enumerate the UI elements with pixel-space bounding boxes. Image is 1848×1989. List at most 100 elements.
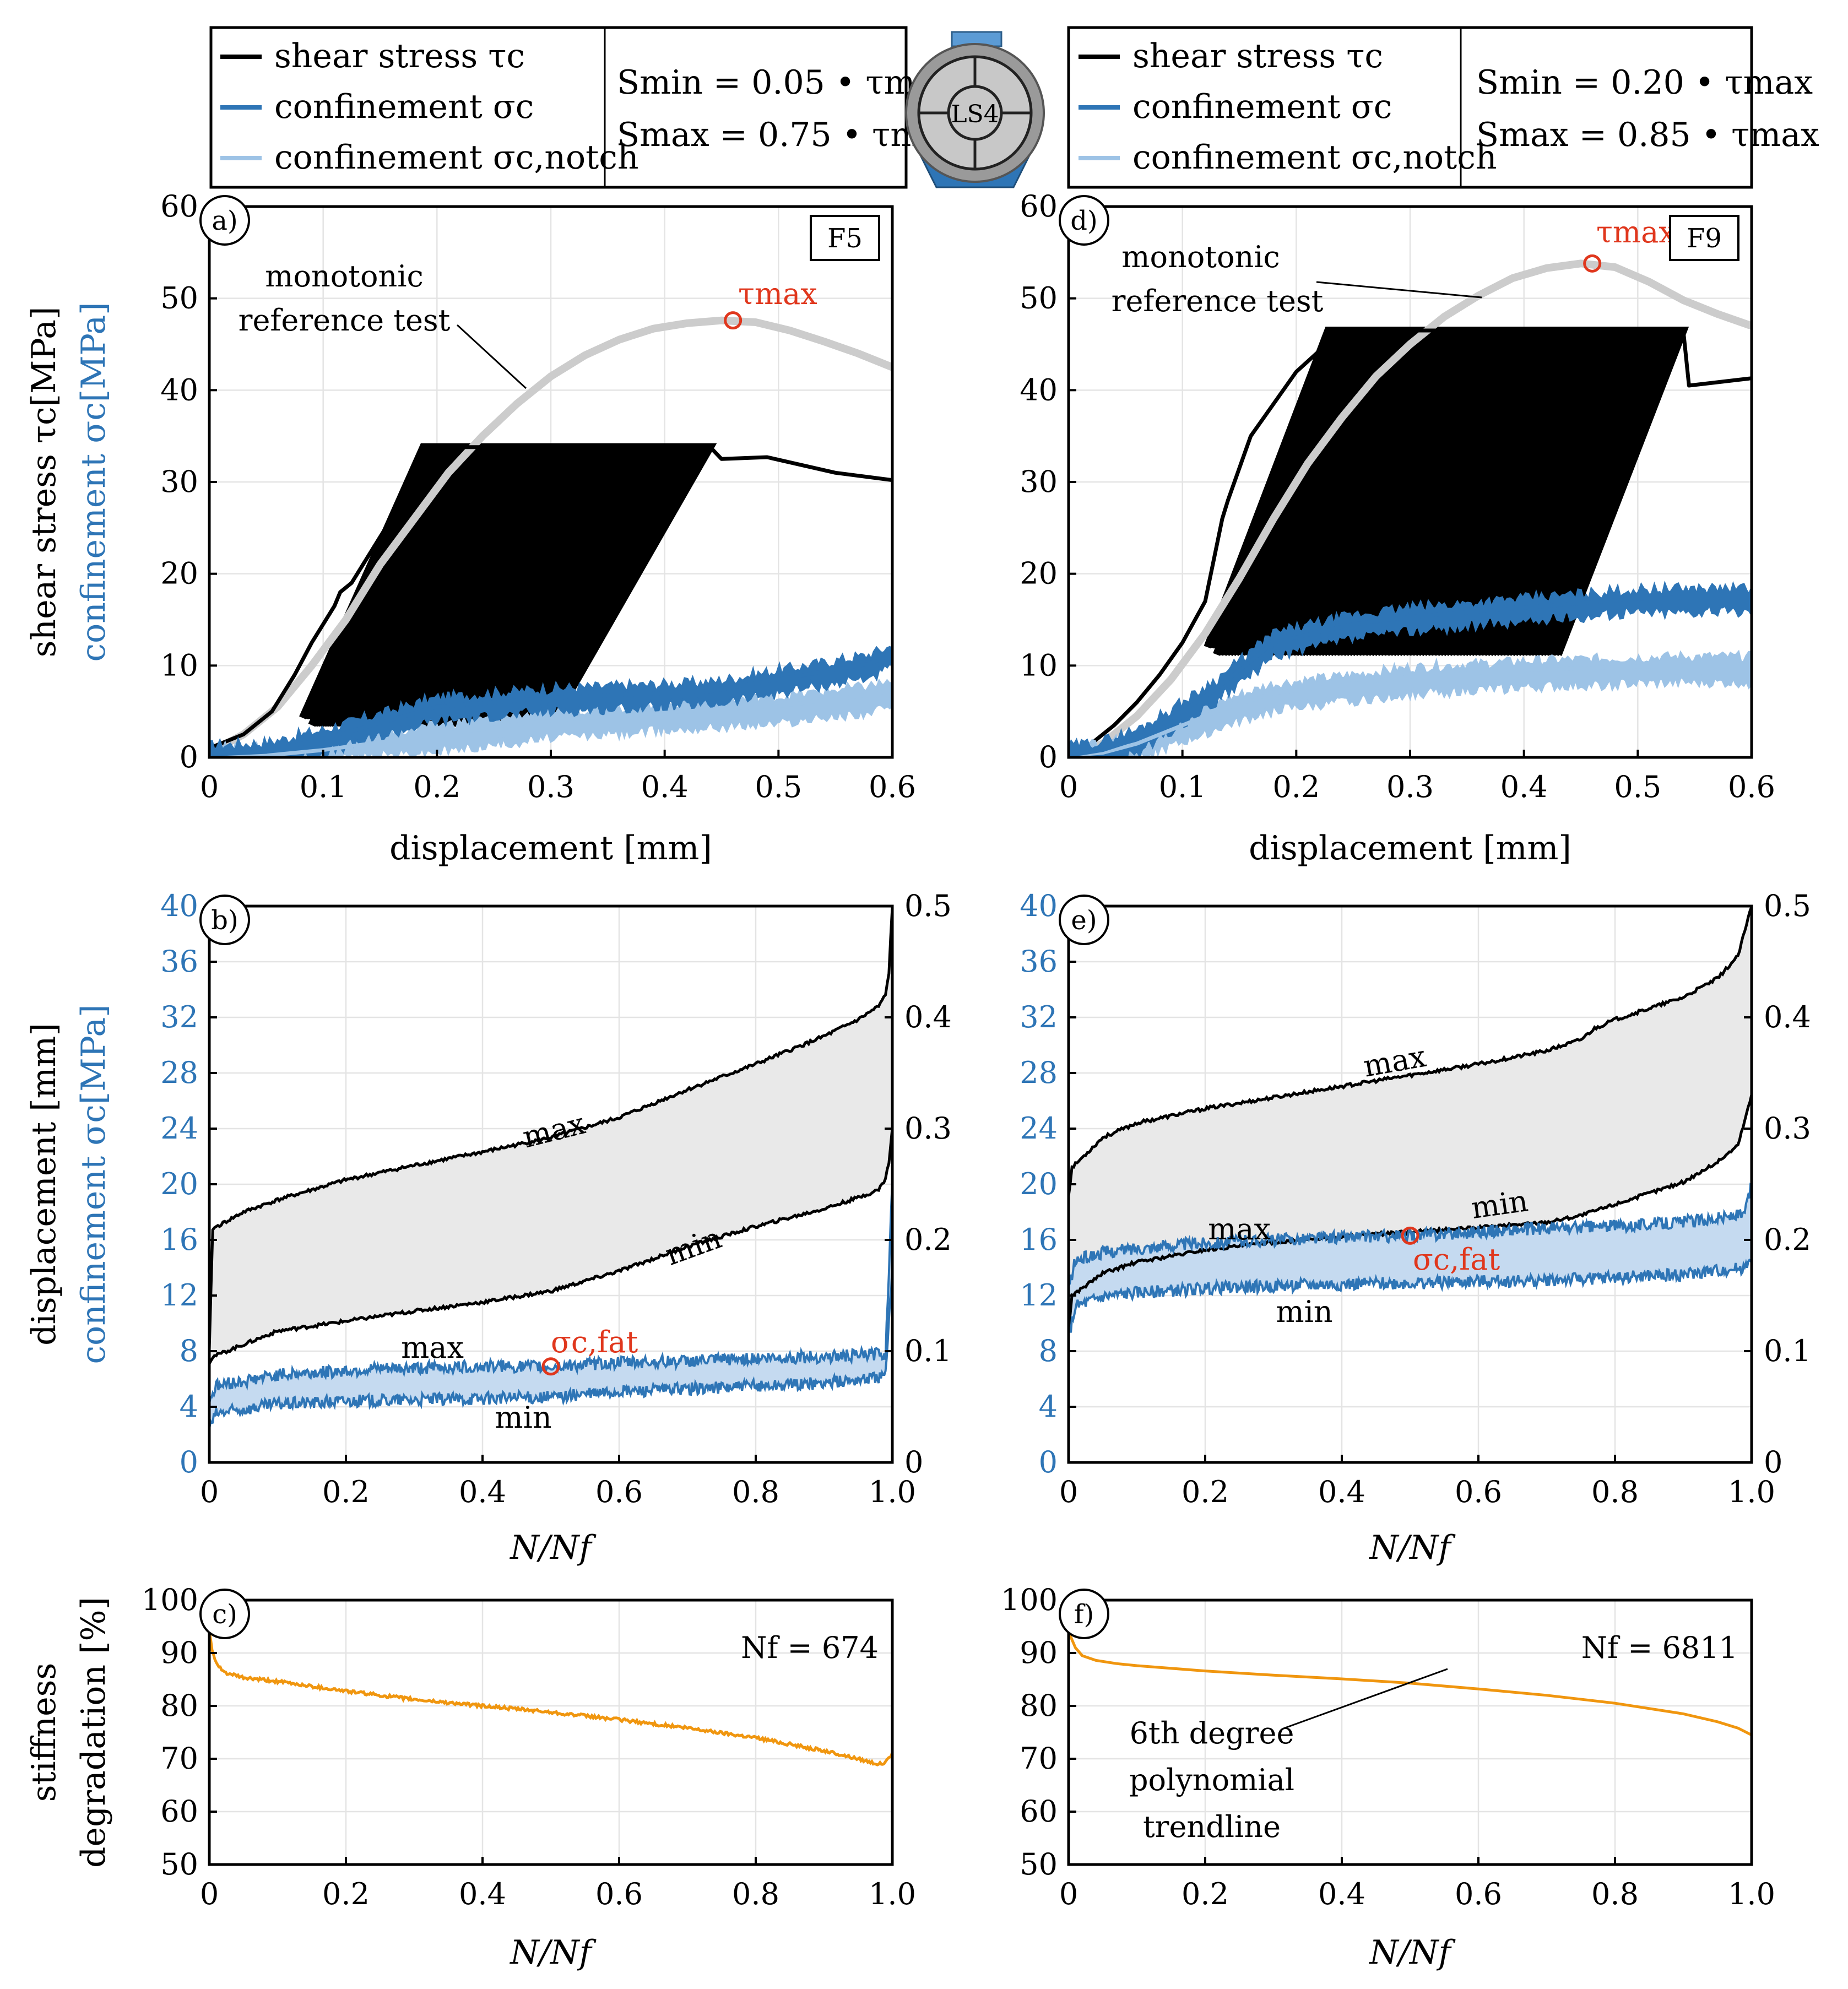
panel-f-trend-label-1: 6th degree xyxy=(1130,1716,1294,1750)
panel-a-specimen-box xyxy=(810,215,880,261)
panel-a-xlabel: displacement [mm] xyxy=(389,829,712,868)
x-tick-label: 0.6 xyxy=(595,1475,643,1509)
panel-c-xlabel: N/Nf xyxy=(509,1933,597,1972)
panel-d-annotation-leader xyxy=(1316,281,1482,299)
y-tick-label: 40 xyxy=(1020,888,1058,923)
panel-f-tag-circle xyxy=(1059,1589,1109,1639)
y-tick-label: 50 xyxy=(160,281,198,316)
x-tick-label: 0 xyxy=(1059,769,1078,804)
y-tick-label: 70 xyxy=(160,1741,198,1776)
x-tick-label: 0.6 xyxy=(1455,1877,1502,1911)
y-tick-label: 60 xyxy=(160,1794,198,1829)
panel-d-tau-max-marker xyxy=(1583,254,1602,273)
y-tick-label: 16 xyxy=(160,1222,198,1257)
y-tick-label: 70 xyxy=(1020,1741,1058,1776)
x-tick-label: 0.1 xyxy=(300,769,347,804)
x-tick-label: 0.4 xyxy=(459,1475,506,1509)
x-tick-label: 0.2 xyxy=(322,1475,370,1509)
y-tick-label: 28 xyxy=(1020,1055,1058,1090)
y-tick-label: 20 xyxy=(160,556,198,591)
y-tick-label: 20 xyxy=(1020,1167,1058,1201)
panel-b-confinement-band xyxy=(209,1181,892,1429)
panel-d-notch-line xyxy=(1069,663,1752,757)
y-tick-label: 20 xyxy=(160,1167,198,1201)
panel-b-ticks: 0 0.2 0.4 0.6 0.8 1.0048121620242832364000.10… xyxy=(160,888,952,1509)
panel-d-specimen: F9 xyxy=(1687,223,1722,254)
panel-a-annotation-leader xyxy=(456,324,527,389)
panel-d-notch-band xyxy=(1069,649,1752,757)
panel-b-displacement-min-line xyxy=(209,1128,892,1365)
x-tick-label: 0 xyxy=(200,769,219,804)
y-tick-label: 28 xyxy=(160,1055,198,1090)
panel-c-tag: c) xyxy=(212,1599,237,1630)
panel-a: 0 0.1 0.2 0.3 0.4 0.5 0.6 0 10 20 30 40 50 60 τmax a)… xyxy=(25,189,916,868)
panel-d-tag: d) xyxy=(1070,205,1097,236)
panel-e-tag-circle xyxy=(1059,895,1109,945)
panel-d-monotonic-label: monotonic xyxy=(1121,240,1280,274)
y2-tick-label: 0.2 xyxy=(904,1222,952,1257)
y-tick-label: 80 xyxy=(1020,1688,1058,1723)
y-tick-label: 16 xyxy=(1020,1222,1058,1257)
panel-a-tau-max-marker xyxy=(724,311,743,330)
panel-b-conf-min-label: min xyxy=(495,1400,551,1435)
panel-d-shear-line xyxy=(1069,328,1752,755)
panel-f: 0 0.2 0.4 0.6 0.8 1.0 50 60 70 80 90 100 f) Nf = 68… xyxy=(1001,1582,1775,1972)
x-tick-label: 1.0 xyxy=(869,1877,916,1911)
y-tick-label: 30 xyxy=(1020,464,1058,499)
x-tick-label: 0 xyxy=(1059,1475,1078,1509)
x-tick-label: 0.1 xyxy=(1159,769,1206,804)
x-tick-label: 0.2 xyxy=(1182,1475,1229,1509)
legend-right: shear stress τc confinement σc confineme… xyxy=(1067,26,1819,189)
x-tick-label: 1.0 xyxy=(1728,1877,1775,1911)
legend-confinement-label: confinement σc xyxy=(1132,88,1392,126)
y2-tick-label: 0.4 xyxy=(1764,1000,1811,1034)
panel-e-displacement-band xyxy=(1069,907,1752,1329)
x-tick-label: 0.8 xyxy=(732,1475,779,1509)
x-tick-label: 0.4 xyxy=(1318,1475,1365,1509)
panel-a-notch-line xyxy=(209,688,892,757)
panel-f-nf-label: Nf = 6811 xyxy=(1581,1630,1738,1665)
y-tick-label: 60 xyxy=(160,189,198,224)
panel-a-ylabel-shear: shear stress τc[MPa] xyxy=(25,307,63,658)
x-tick-label: 0.5 xyxy=(1614,769,1661,804)
y2-tick-label: 0 xyxy=(904,1445,923,1479)
x-tick-label: 0.6 xyxy=(1728,769,1775,804)
panel-e-min-label: min xyxy=(1469,1183,1530,1226)
panel-e-confinement-max-line xyxy=(1069,1182,1752,1287)
y-tick-label: 60 xyxy=(1020,189,1058,224)
panel-f-tag: f) xyxy=(1074,1599,1094,1630)
panel-e-confinement-band xyxy=(1069,1185,1752,1333)
panel-a-monotonic-label: monotonic xyxy=(265,259,424,294)
panel-e-tag: e) xyxy=(1071,905,1097,936)
panel-c-ylabel-2: degradation [%] xyxy=(74,1597,113,1868)
panel-b-ylabel-confinement: confinement σc[MPa] xyxy=(74,1004,113,1364)
panel-f-trend-label-2: polynomial xyxy=(1129,1763,1294,1797)
panel-d-xlabel: displacement [mm] xyxy=(1249,829,1571,868)
panel-b-sigma-fat-marker xyxy=(541,1357,560,1376)
panel-d-monotonic-line xyxy=(1069,259,1752,757)
panel-b-tag-circle xyxy=(199,895,250,945)
smax-right: Smax = 0.85 • τmax xyxy=(1476,116,1819,154)
y-tick-label: 90 xyxy=(160,1635,198,1670)
y-tick-label: 90 xyxy=(1020,1635,1058,1670)
panel-c-nf-label: Nf = 674 xyxy=(741,1630,879,1665)
x-tick-label: 0.3 xyxy=(527,769,575,804)
y-tick-label: 24 xyxy=(160,1111,198,1146)
y-tick-label: 36 xyxy=(160,944,198,979)
y-tick-label: 40 xyxy=(160,888,198,923)
panel-a-tau-max-label: τmax xyxy=(738,277,817,311)
y-tick-label: 4 xyxy=(1039,1389,1058,1424)
panel-d-tag-circle xyxy=(1059,195,1109,246)
hysteresis-fill xyxy=(1216,330,1683,655)
legend-left-frame xyxy=(209,26,908,189)
y-tick-label: 12 xyxy=(1020,1278,1058,1313)
legend-shear-label: shear stress τc xyxy=(1132,37,1383,75)
panel-e-conf-min-label: min xyxy=(1276,1294,1332,1329)
y2-tick-label: 0.5 xyxy=(904,888,952,923)
panel-e-conf-max-label: max xyxy=(1208,1212,1271,1246)
panel-e-confinement-min-line xyxy=(1069,1258,1752,1334)
y-tick-label: 0 xyxy=(180,1445,198,1479)
y-tick-label: 32 xyxy=(160,1000,198,1034)
y-tick-label: 50 xyxy=(1020,281,1058,316)
